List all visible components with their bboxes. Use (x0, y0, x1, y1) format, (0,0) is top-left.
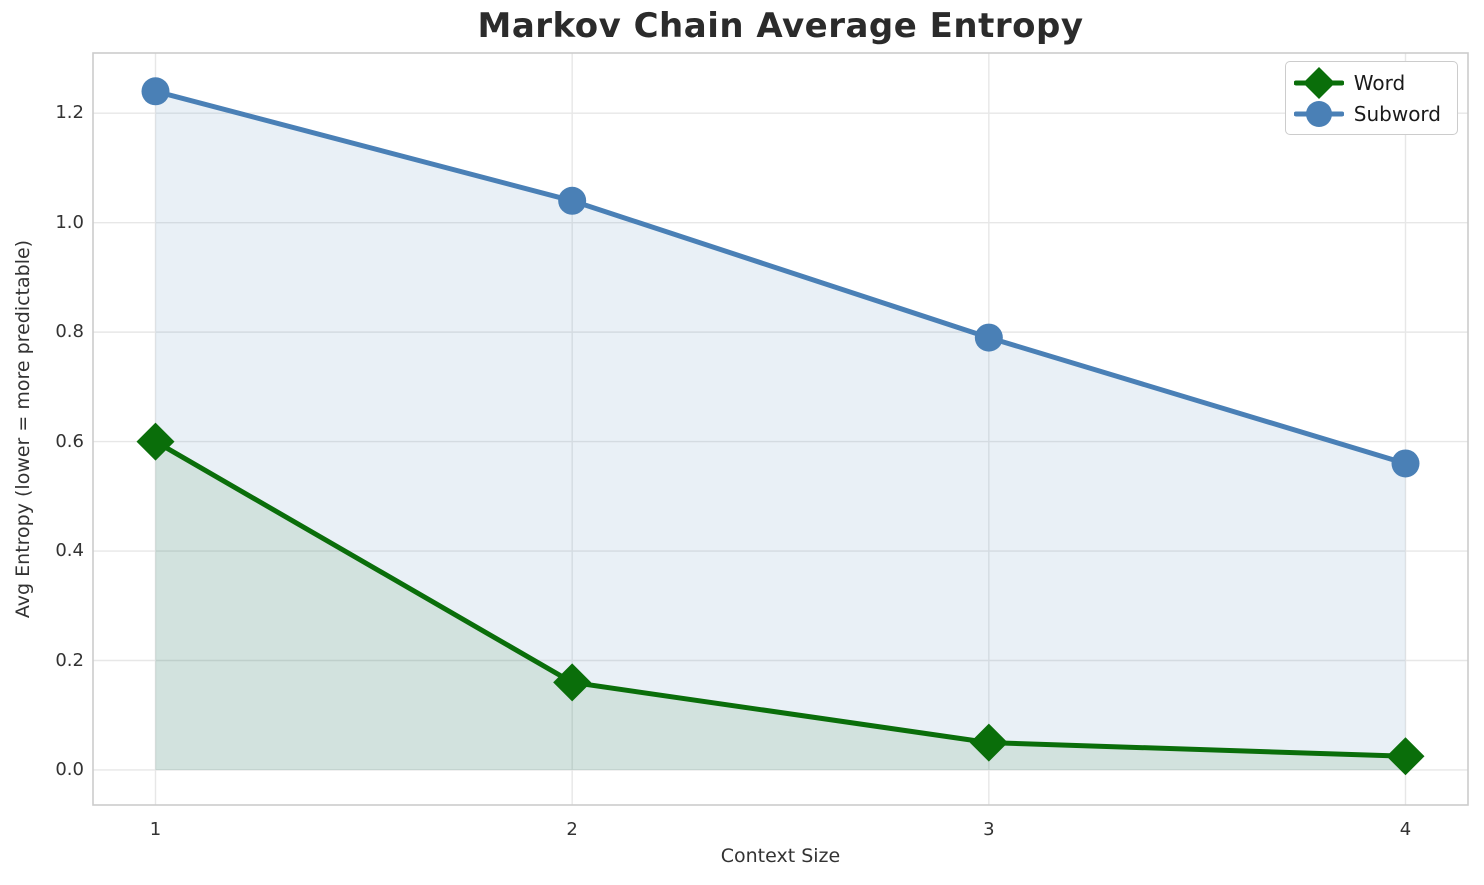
word-marker (553, 663, 592, 702)
word-marker (1386, 737, 1425, 776)
legend: Word Subword (1284, 61, 1458, 135)
x-tick-label: 1 (149, 819, 162, 840)
word-fill-area (155, 441, 1406, 770)
legend-item-word: Word (1293, 66, 1441, 99)
y-tick-label: 0.4 (55, 540, 84, 562)
y-tick-label: 0.6 (55, 430, 84, 452)
subword-marker (1391, 449, 1420, 478)
plot-border (92, 52, 1469, 806)
plot-background (93, 53, 1468, 805)
legend-label: Subword (1353, 101, 1441, 126)
y-tick-label: 0.0 (55, 758, 84, 780)
subword-marker (974, 323, 1003, 352)
subword-fill-area (155, 91, 1406, 770)
subword-legend-marker (1293, 100, 1344, 127)
subword-marker (558, 186, 587, 215)
y-tick-label: 1.2 (55, 102, 84, 124)
x-tick-label: 3 (983, 819, 995, 840)
chart-title: Markov Chain Average Entropy (477, 6, 1084, 46)
word-legend-marker (1293, 66, 1344, 99)
x-tick-label: 2 (566, 819, 578, 840)
x-axis-label: Context Size (720, 845, 841, 867)
x-tick-label: 4 (1399, 819, 1412, 840)
word-marker (136, 422, 175, 461)
word-marker (969, 723, 1008, 762)
legend-item-subword: Subword (1293, 98, 1441, 129)
y-tick-label: 1.0 (55, 211, 84, 233)
legend-label: Word (1353, 70, 1406, 95)
word-line (153, 439, 1408, 759)
subword-line (153, 88, 1408, 466)
subword-marker (141, 77, 170, 106)
y-tick-label: 0.8 (55, 321, 84, 343)
y-tick-label: 0.2 (55, 649, 84, 671)
